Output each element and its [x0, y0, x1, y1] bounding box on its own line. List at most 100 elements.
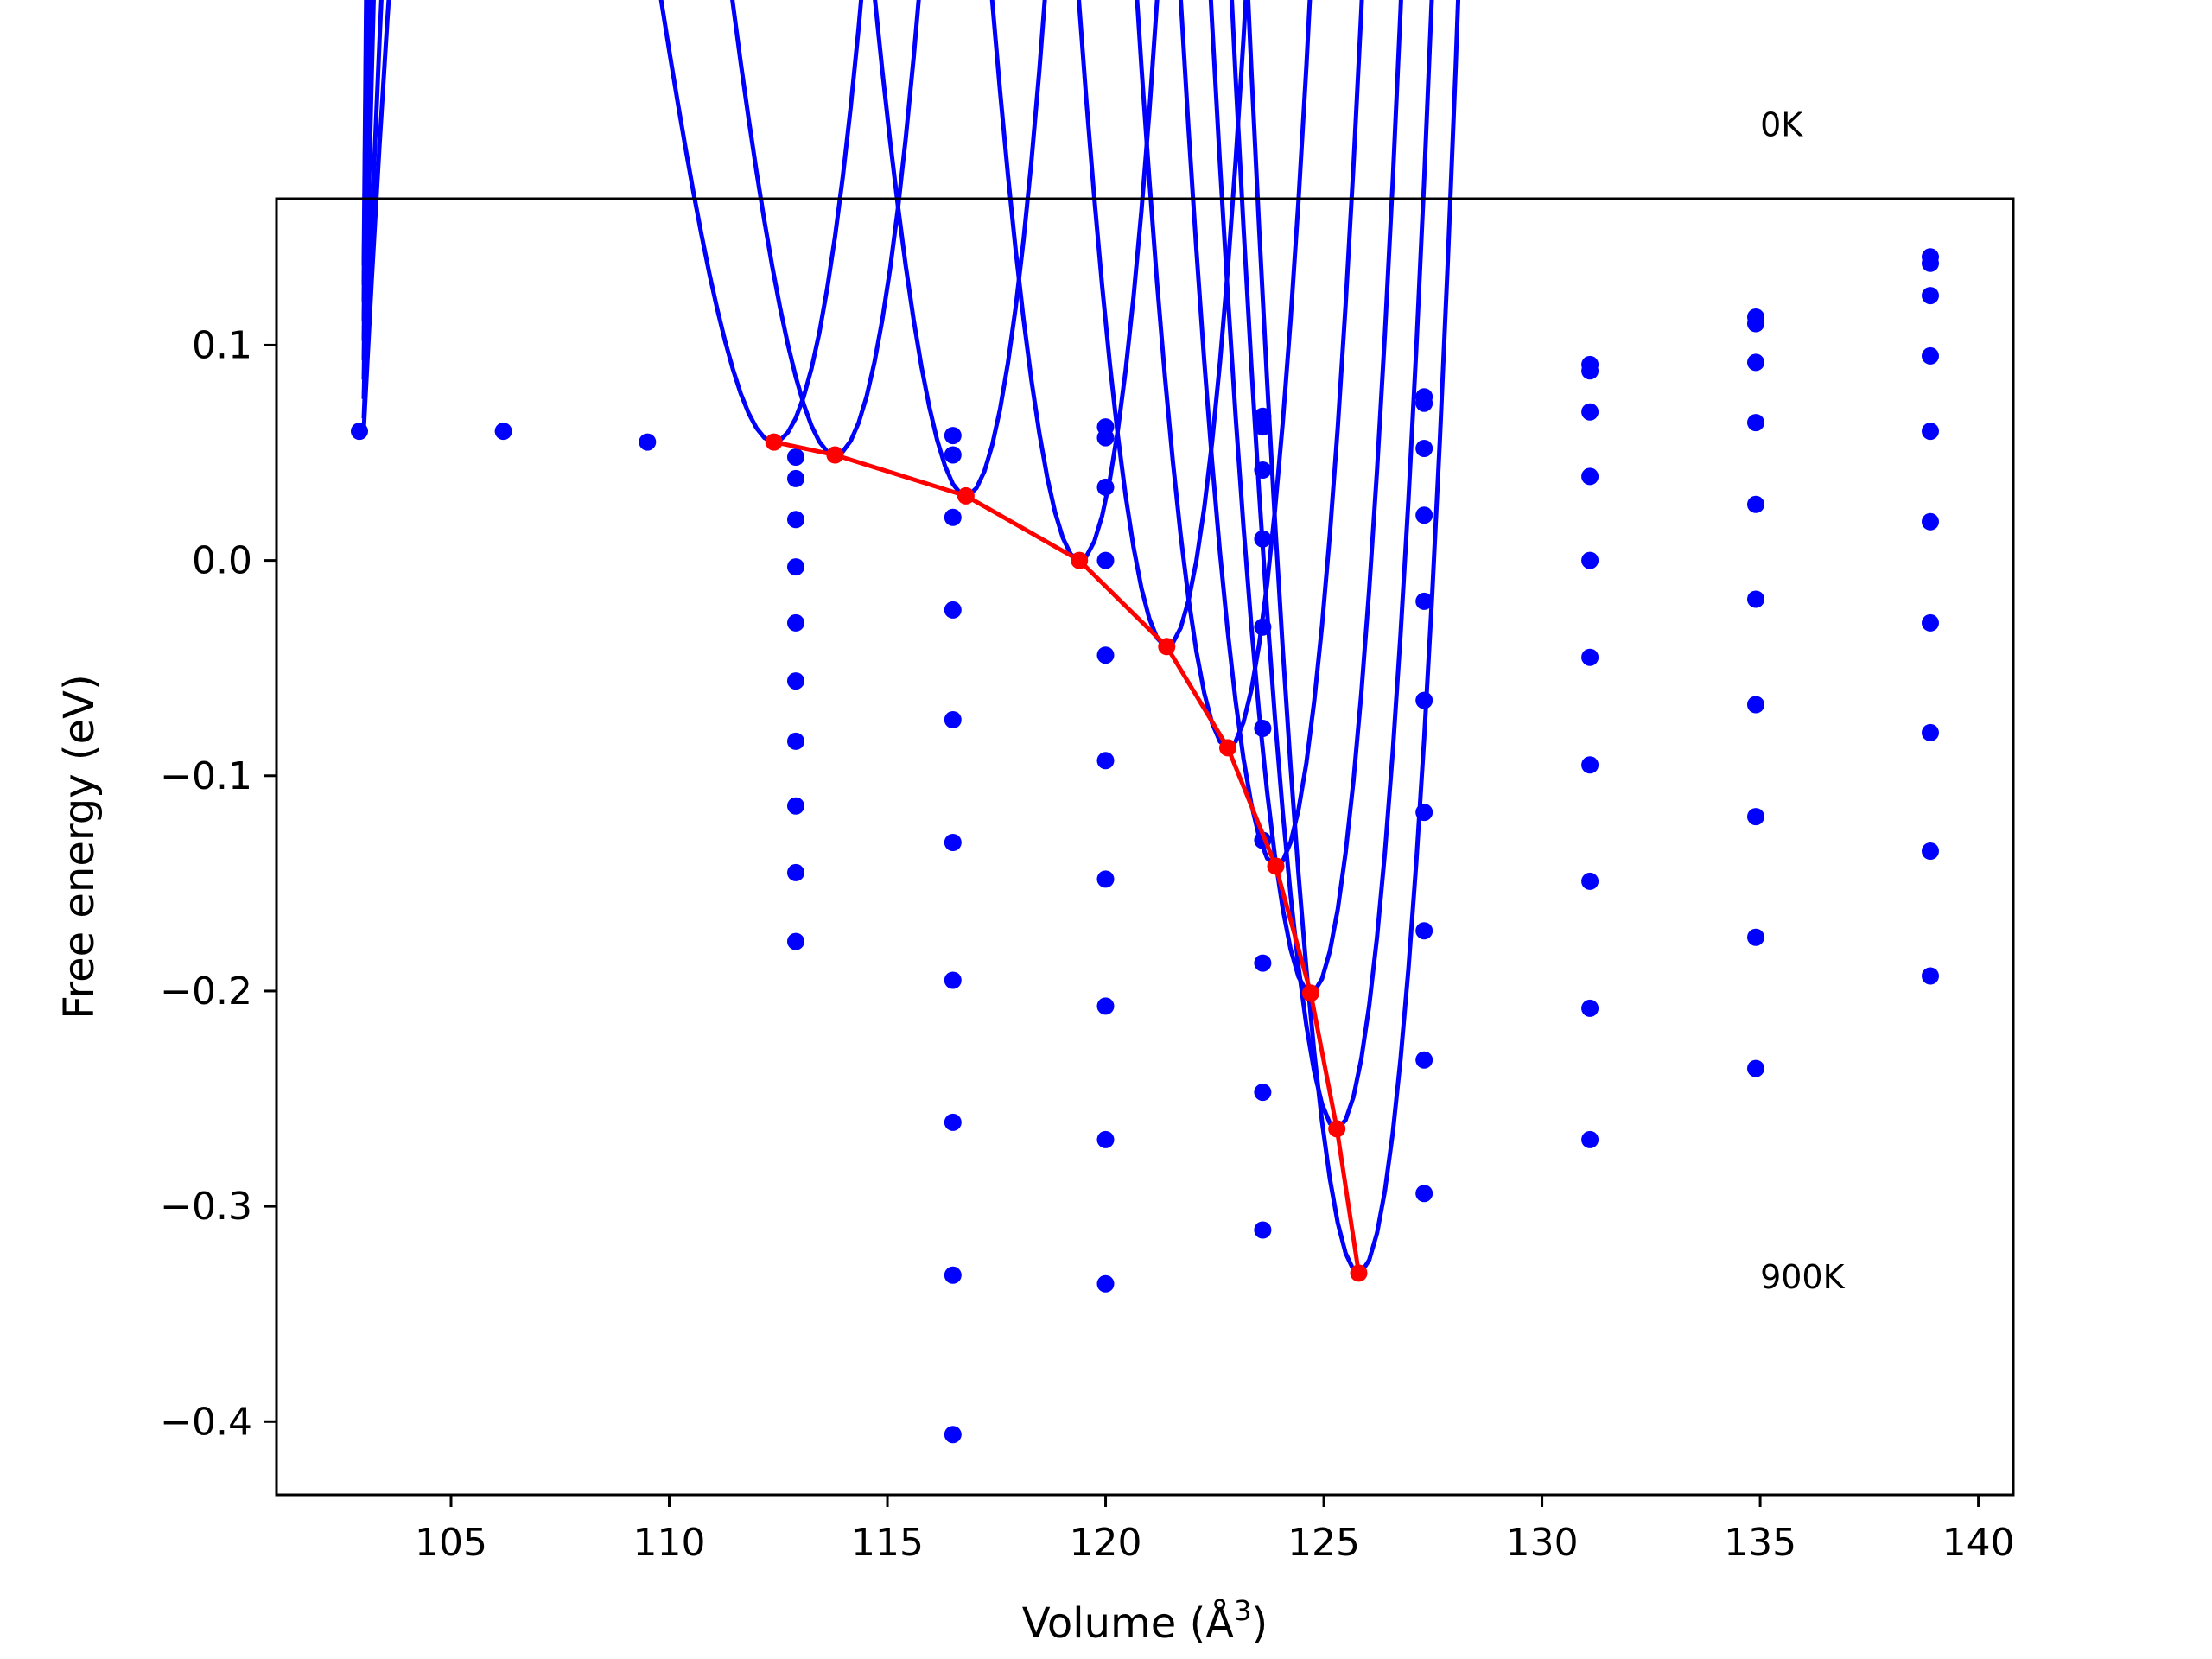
data-point-50 [1415, 922, 1433, 940]
data-point-7 [787, 613, 804, 632]
data-point-3 [787, 448, 804, 466]
data-point-61 [1581, 999, 1599, 1017]
data-point-36 [1254, 530, 1272, 548]
y-axis-label: Free energy (eV) [55, 674, 104, 1019]
data-point-21 [944, 1266, 962, 1284]
data-point-80 [1922, 723, 1939, 741]
data-point-18 [944, 834, 962, 851]
data-point-65 [1747, 353, 1764, 372]
data-point-55 [1581, 403, 1599, 421]
data-point-64 [1747, 315, 1764, 333]
x-axis-label-main: Volume (Å [1022, 1599, 1235, 1648]
data-point-75 [1922, 287, 1939, 305]
scatter-points-layer [351, 248, 1939, 1444]
fit-curves-layer [361, 0, 1461, 1275]
data-point-1 [494, 423, 512, 441]
data-point-24 [1096, 429, 1115, 447]
data-point-49 [1415, 804, 1433, 822]
data-point-60 [1581, 872, 1599, 890]
x-tick-label-4: 125 [1287, 1521, 1360, 1565]
annotation-0: 0K [1760, 106, 1803, 144]
x-tick-label-5: 130 [1506, 1521, 1579, 1565]
data-point-14 [944, 446, 962, 464]
y-tick-label-5: −0.4 [160, 1400, 252, 1444]
data-point-34 [1254, 418, 1272, 436]
data-point-54 [1581, 362, 1599, 380]
data-point-16 [944, 601, 962, 619]
x-tick-label-6: 135 [1724, 1521, 1796, 1565]
data-point-32 [1096, 1274, 1115, 1293]
data-point-68 [1747, 590, 1764, 608]
data-point-40 [1254, 954, 1272, 972]
data-point-12 [787, 932, 804, 950]
data-point-48 [1415, 691, 1433, 709]
data-point-66 [1747, 414, 1764, 432]
data-point-15 [944, 508, 962, 526]
minimum-point-0 [765, 433, 783, 451]
data-point-76 [1922, 346, 1939, 365]
data-point-27 [1096, 646, 1115, 664]
data-point-2 [639, 433, 657, 451]
data-point-56 [1581, 467, 1599, 486]
minimum-point-6 [1267, 857, 1285, 875]
y-tick-label-3: −0.2 [160, 969, 252, 1014]
plot-frame [275, 197, 2015, 1497]
data-point-71 [1747, 928, 1764, 946]
data-point-69 [1747, 696, 1764, 714]
data-point-25 [1096, 478, 1115, 496]
data-point-37 [1254, 618, 1272, 636]
minimum-point-8 [1328, 1120, 1346, 1138]
fit-curve-3 [361, 0, 1160, 563]
x-axis-label: Volume (Å3) [1022, 1594, 1268, 1648]
data-point-20 [944, 1113, 962, 1131]
data-point-57 [1581, 551, 1599, 569]
data-point-82 [1922, 967, 1939, 985]
data-point-26 [1096, 551, 1115, 569]
data-point-44 [1415, 394, 1433, 412]
minimum-point-4 [1158, 638, 1176, 656]
data-point-51 [1415, 1051, 1433, 1069]
y-tick-label-1: 0.0 [192, 539, 252, 583]
data-point-17 [944, 711, 962, 728]
data-point-5 [787, 511, 804, 529]
data-point-81 [1922, 842, 1939, 860]
x-axis-label-exponent: 3 [1234, 1594, 1251, 1627]
minima-line [773, 440, 1361, 1274]
data-point-9 [787, 732, 804, 750]
x-tick-label-7: 140 [1942, 1521, 2015, 1565]
data-point-10 [787, 797, 804, 815]
minimum-point-1 [826, 446, 844, 464]
y-tick-label-4: −0.3 [160, 1185, 252, 1229]
data-point-70 [1747, 808, 1764, 826]
data-point-42 [1254, 1221, 1272, 1239]
fit-curve-4 [361, 0, 1249, 649]
data-point-74 [1922, 254, 1939, 272]
data-point-72 [1747, 1059, 1764, 1077]
data-point-6 [787, 558, 804, 576]
data-point-28 [1096, 752, 1115, 770]
data-point-58 [1581, 648, 1599, 666]
data-point-62 [1581, 1130, 1599, 1148]
minimum-point-5 [1219, 739, 1236, 757]
data-point-41 [1254, 1084, 1272, 1102]
annotation-1: 900K [1760, 1258, 1846, 1296]
data-point-19 [944, 971, 962, 989]
data-point-29 [1096, 870, 1115, 888]
data-point-59 [1581, 756, 1599, 774]
data-point-79 [1922, 613, 1939, 632]
data-point-45 [1415, 440, 1433, 457]
data-point-13 [944, 427, 962, 445]
minima-line-layer [765, 433, 1368, 1282]
minimum-point-9 [1350, 1264, 1368, 1282]
y-tick-label-2: −0.1 [160, 754, 252, 798]
minimum-point-7 [1301, 984, 1319, 1002]
minimum-point-2 [957, 486, 975, 505]
data-point-0 [351, 423, 368, 441]
data-point-77 [1922, 423, 1939, 441]
data-point-30 [1096, 997, 1115, 1015]
data-point-22 [944, 1426, 962, 1444]
data-point-35 [1254, 461, 1272, 479]
x-tick-label-2: 115 [851, 1521, 924, 1565]
